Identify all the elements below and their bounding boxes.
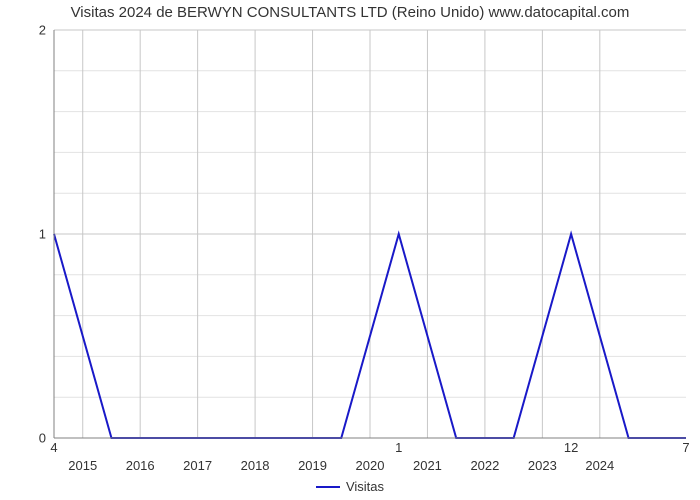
legend-label: Visitas: [346, 479, 384, 494]
visits-chart: Visitas 2024 de BERWYN CONSULTANTS LTD (…: [0, 0, 700, 500]
x-tick-label: 2020: [356, 438, 385, 473]
legend-line-icon: [316, 486, 340, 488]
plot-area: 0122015201620172018201920202021202220232…: [54, 30, 686, 438]
chart-title: Visitas 2024 de BERWYN CONSULTANTS LTD (…: [0, 4, 700, 21]
x-tick-label: 2024: [585, 438, 614, 473]
column-value-label: 7: [682, 438, 689, 455]
x-tick-label: 2017: [183, 438, 212, 473]
x-tick-label: 2021: [413, 438, 442, 473]
x-tick-label: 2016: [126, 438, 155, 473]
y-tick-label: 2: [39, 23, 54, 38]
x-tick-label: 2018: [241, 438, 270, 473]
y-tick-label: 1: [39, 227, 54, 242]
x-tick-label: 2022: [470, 438, 499, 473]
plot-svg: [54, 30, 686, 438]
chart-legend: Visitas: [0, 479, 700, 494]
column-value-label: 1: [395, 438, 402, 455]
x-tick-label: 2019: [298, 438, 327, 473]
x-tick-label: 2023: [528, 438, 557, 473]
column-value-label: 4: [50, 438, 57, 455]
column-value-label: 12: [564, 438, 578, 455]
x-tick-label: 2015: [68, 438, 97, 473]
